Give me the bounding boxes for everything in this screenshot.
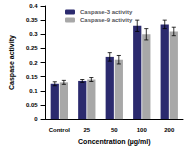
svg-text:Caspase-3 activity: Caspase-3 activity: [80, 9, 133, 15]
svg-text:0.1: 0.1: [29, 88, 38, 94]
svg-text:0.2: 0.2: [29, 60, 38, 66]
svg-text:0.3: 0.3: [29, 31, 38, 37]
svg-text:0: 0: [34, 116, 38, 122]
svg-text:Caspase-9 activity: Caspase-9 activity: [80, 17, 133, 23]
svg-text:100: 100: [137, 127, 148, 133]
svg-text:0.4: 0.4: [29, 3, 38, 9]
svg-text:200: 200: [164, 127, 175, 133]
svg-text:0.25: 0.25: [26, 45, 38, 51]
svg-text:50: 50: [111, 127, 118, 133]
svg-text:0.35: 0.35: [26, 17, 38, 23]
svg-text:0.15: 0.15: [26, 74, 38, 80]
svg-text:Control: Control: [49, 127, 71, 133]
svg-text:0.05: 0.05: [26, 102, 38, 108]
svg-text:25: 25: [83, 127, 90, 133]
svg-text:Concentration (µg/ml): Concentration (µg/ml): [78, 138, 150, 146]
svg-text:Caspase activity: Caspase activity: [8, 35, 16, 90]
